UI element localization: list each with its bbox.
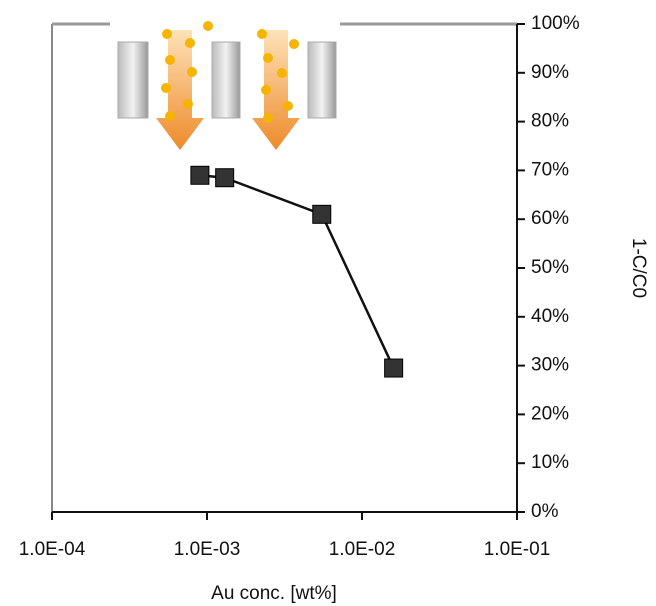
data-point bbox=[190, 165, 210, 185]
y-tick-label: 0% bbox=[531, 501, 559, 522]
x-tick-label: 1.0E-02 bbox=[329, 539, 396, 560]
y-tick-label: 90% bbox=[531, 62, 569, 83]
y-axis-label: 1-C/C0 bbox=[628, 238, 649, 298]
y-tick-label: 50% bbox=[531, 257, 569, 278]
illustration bbox=[117, 21, 337, 150]
y-tick-label: 60% bbox=[531, 208, 569, 229]
particles bbox=[161, 21, 299, 123]
y-tick-label: 80% bbox=[531, 111, 569, 132]
pore-wall bbox=[307, 41, 337, 119]
pore-wall bbox=[211, 41, 241, 119]
pore-wall bbox=[117, 41, 149, 119]
x-axis-label: Au conc. [wt%] bbox=[211, 583, 337, 604]
x-tick-label: 1.0E-01 bbox=[484, 539, 551, 560]
x-tick-label: 1.0E-04 bbox=[19, 539, 86, 560]
data-point bbox=[215, 168, 235, 188]
series-line bbox=[199, 174, 395, 369]
y-tick-label: 40% bbox=[531, 306, 569, 327]
y-tick-label: 30% bbox=[531, 355, 569, 376]
y-tick-label: 70% bbox=[531, 159, 569, 180]
data-point bbox=[384, 358, 404, 378]
y-tick-label: 20% bbox=[531, 403, 569, 424]
y-tick-label: 10% bbox=[531, 452, 569, 473]
x-tick-label: 1.0E-03 bbox=[174, 539, 241, 560]
y-tick-label: 100% bbox=[531, 13, 580, 34]
data-point bbox=[312, 204, 332, 224]
